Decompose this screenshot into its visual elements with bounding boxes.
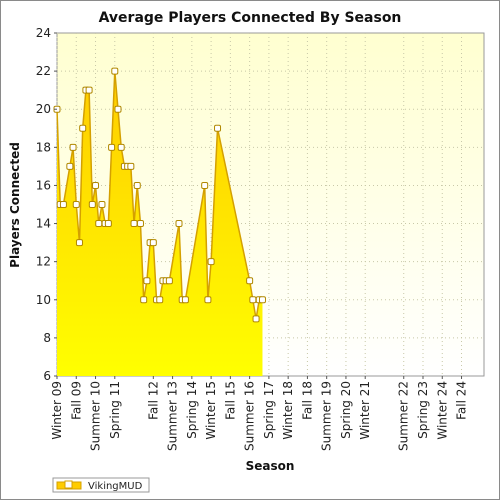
x-tick-label: Winter 09	[50, 381, 64, 440]
x-tick-label: Fall 24	[455, 381, 469, 420]
y-tick-label: 6	[43, 369, 51, 383]
data-point	[207, 258, 215, 266]
x-tick-label: Winter 24	[435, 381, 449, 440]
chart-title: Average Players Connected By Season	[99, 10, 402, 26]
legend-label: VikingMUD	[88, 481, 143, 492]
data-point	[75, 239, 83, 247]
data-point	[88, 201, 96, 208]
y-tick-label: 18	[36, 140, 51, 154]
x-tick-label: Winter 21	[358, 381, 372, 440]
x-tick-label: Summer 13	[166, 381, 180, 451]
data-point	[165, 277, 173, 285]
series-points	[53, 67, 266, 323]
data-point	[85, 86, 93, 94]
x-tick-label: Fall 09	[69, 381, 83, 420]
data-point	[130, 220, 138, 228]
y-tick-label: 8	[43, 331, 51, 345]
data-point	[111, 67, 119, 75]
data-point	[252, 315, 260, 323]
data-point	[117, 143, 125, 151]
data-point	[72, 201, 80, 208]
x-tick-label: Summer 10	[89, 381, 103, 451]
data-point	[136, 220, 144, 228]
x-axis-ticks: Winter 09 Fall 09 Summer 10 Spring 11 Fall 1…	[50, 376, 469, 451]
x-tick-label: Winter 18	[281, 381, 295, 440]
data-point	[249, 296, 257, 304]
data-point	[59, 201, 67, 208]
y-axis-label: Players Connected	[8, 142, 22, 268]
x-tick-label: Spring 17	[262, 381, 276, 439]
y-tick-label: 10	[36, 293, 51, 307]
data-point	[201, 181, 209, 189]
x-tick-label: Spring 11	[108, 381, 122, 439]
data-point	[104, 220, 112, 228]
data-point	[114, 105, 122, 113]
data-point	[79, 124, 87, 132]
data-point	[149, 239, 157, 247]
y-axis-ticks: 6 8 10 12 14 16 18 20 22 24	[36, 26, 57, 383]
x-tick-label: Spring 23	[416, 381, 430, 439]
data-point	[156, 296, 164, 304]
x-tick-label: Fall 15	[223, 381, 237, 420]
x-tick-label: Spring 14	[185, 381, 199, 439]
legend: VikingMUD	[52, 477, 150, 493]
x-tick-label: Summer 22	[397, 381, 411, 451]
data-point	[98, 201, 106, 208]
legend-marker	[64, 480, 73, 489]
data-point	[95, 220, 103, 228]
y-tick-label: 14	[36, 217, 51, 231]
data-point	[175, 220, 183, 228]
data-point	[181, 296, 189, 304]
x-axis-label: Season	[246, 459, 295, 473]
x-tick-label: Fall 12	[146, 381, 160, 420]
y-tick-label: 24	[36, 26, 51, 40]
data-point	[214, 124, 222, 132]
y-tick-label: 20	[36, 102, 51, 116]
data-point	[258, 296, 266, 304]
data-point	[143, 277, 151, 285]
data-point	[140, 296, 148, 304]
x-tick-label: Winter 15	[204, 381, 218, 440]
data-point	[108, 143, 116, 151]
y-tick-label: 12	[36, 255, 51, 269]
data-point	[69, 143, 77, 151]
data-point	[204, 296, 212, 304]
data-point	[246, 277, 254, 285]
x-tick-label: Summer 19	[320, 381, 334, 451]
data-point	[127, 162, 135, 170]
y-tick-label: 22	[36, 64, 51, 78]
data-point	[133, 181, 141, 189]
data-point	[66, 162, 74, 170]
x-tick-label: Fall 18	[300, 381, 314, 420]
y-tick-label: 16	[36, 178, 51, 192]
x-tick-label: Summer 16	[243, 381, 257, 451]
data-point	[92, 181, 100, 189]
x-tick-label: Spring 20	[339, 381, 353, 439]
